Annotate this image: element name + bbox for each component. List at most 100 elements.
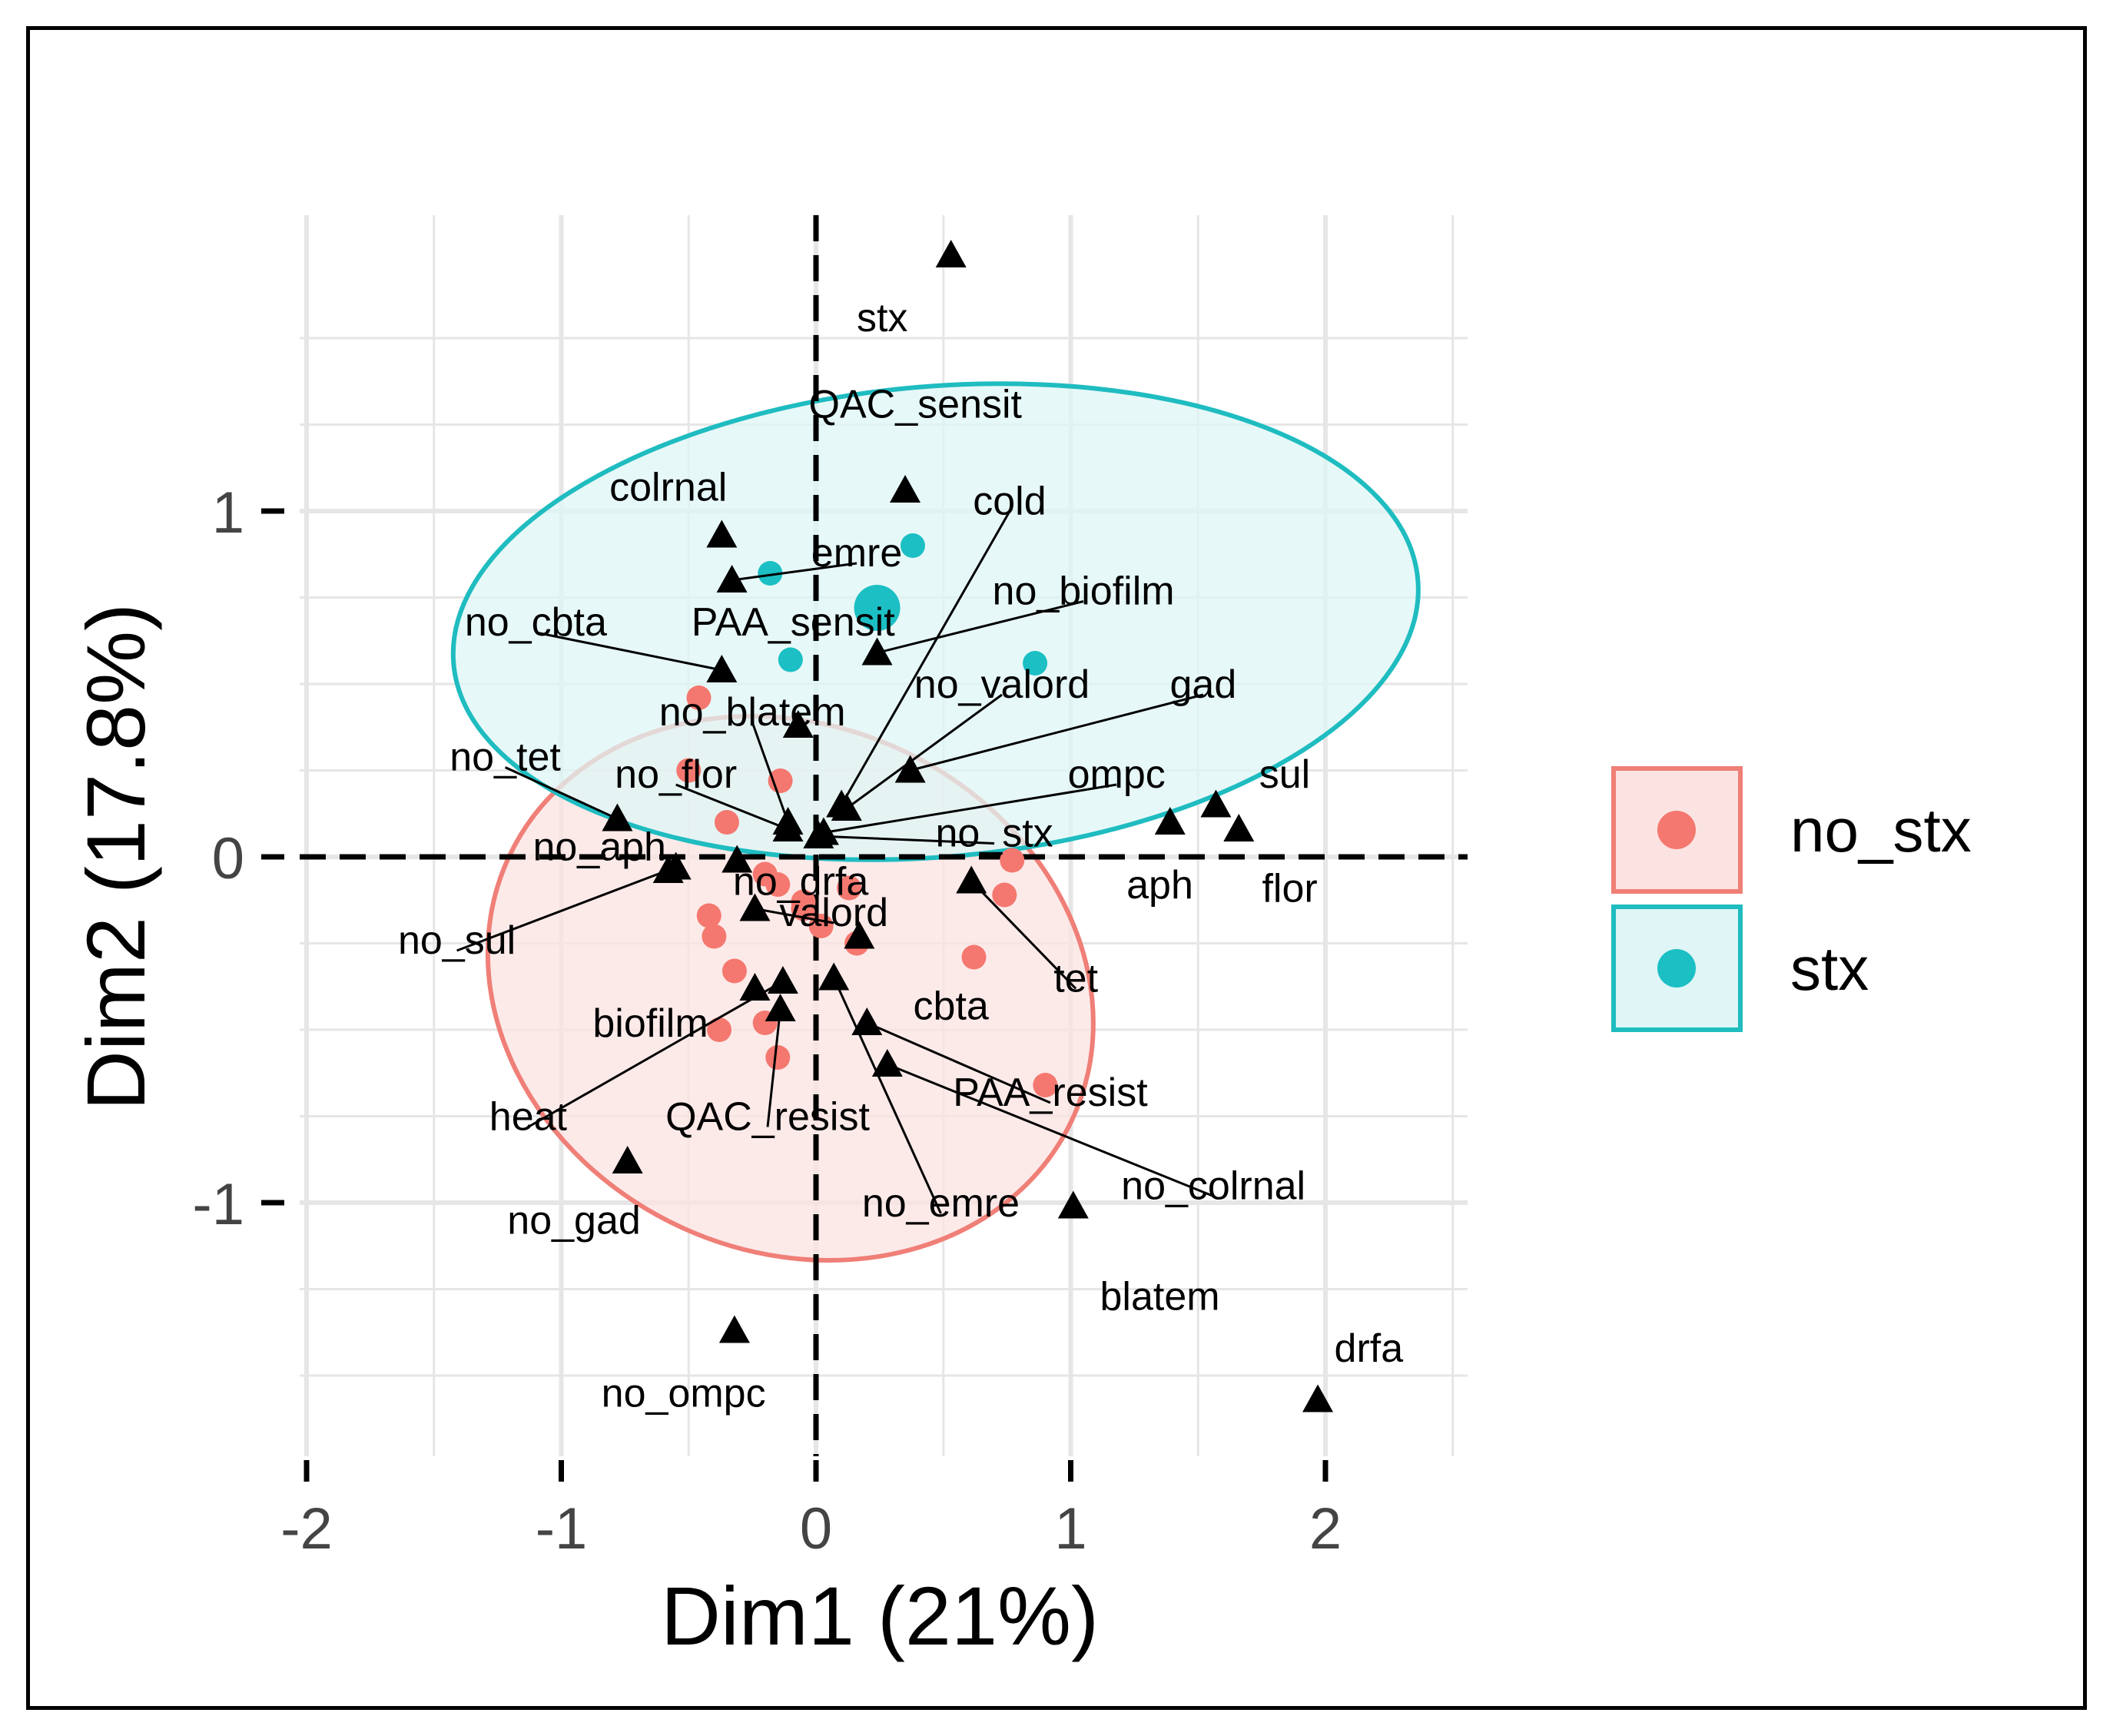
- variable-triangle: [739, 973, 771, 1001]
- point-no-stx: [676, 758, 702, 783]
- point-stx: [778, 647, 803, 672]
- centroid-stx: [854, 585, 901, 631]
- variable-label: colrnal: [609, 466, 727, 510]
- variable-label: no_emre: [862, 1181, 1020, 1226]
- point-no-stx: [768, 768, 793, 793]
- variable-label: heat: [489, 1095, 568, 1140]
- variable-triangle: [767, 966, 798, 994]
- label-connector: [456, 866, 677, 952]
- point-no-stx: [791, 896, 816, 921]
- variable-label: sul: [1259, 752, 1310, 797]
- variable-label: cbta: [914, 984, 989, 1029]
- point-stx: [1023, 651, 1048, 675]
- label-connector: [845, 693, 1003, 810]
- variable-triangles: [602, 240, 1334, 1412]
- label-connector: [751, 722, 789, 823]
- label-connector: [832, 977, 942, 1214]
- label-connector: [536, 631, 722, 672]
- variable-label: drfa: [1335, 1326, 1404, 1371]
- variable-label: QAC_resist: [665, 1095, 870, 1140]
- variable-label: no_aph: [532, 825, 666, 870]
- variable-triangle: [1223, 814, 1255, 841]
- variable-label: no_drfa: [733, 860, 868, 905]
- variable-label: no_blatem: [659, 690, 846, 735]
- variable-triangle: [782, 710, 814, 738]
- variable-label: emre: [811, 531, 902, 576]
- label-connector: [731, 562, 857, 582]
- variable-label: gad: [1169, 662, 1236, 707]
- point-no-stx: [765, 1045, 791, 1070]
- variable-triangle: [1154, 807, 1186, 835]
- variable-triangle: [818, 962, 850, 991]
- legend-point-no-stx: [1657, 811, 1696, 849]
- variable-triangle: [721, 845, 753, 873]
- point-no-stx: [696, 903, 721, 928]
- variable-triangle: [935, 240, 967, 267]
- variable-label: no_ompc: [602, 1372, 766, 1416]
- x-axis-title: Dim1 (21%): [661, 1569, 1099, 1662]
- label-connector: [887, 1063, 1214, 1197]
- variable-triangle: [1302, 1384, 1334, 1412]
- variable-triangle: [602, 803, 633, 831]
- point-no-stx: [837, 875, 862, 901]
- variable-label: no_biofilm: [993, 569, 1175, 614]
- label-connector: [970, 880, 1077, 990]
- variable-label: QAC_sensit: [809, 383, 1023, 427]
- variable-label: stx: [857, 296, 907, 340]
- label-connector: [840, 510, 1011, 806]
- variable-triangle: [803, 821, 834, 848]
- variable-triangle: [894, 755, 926, 783]
- variable-triangle: [851, 1007, 883, 1035]
- variable-triangle: [871, 1049, 903, 1077]
- label-connector: [818, 835, 995, 845]
- label-connector: [823, 783, 1117, 834]
- variable-label: no_cbta: [465, 600, 607, 645]
- label-connector: [504, 766, 619, 820]
- label-connector: [766, 1008, 782, 1127]
- point-no-stx: [1033, 1073, 1058, 1097]
- variable-label: PAA_sensit: [692, 600, 896, 645]
- variable-label: cold: [973, 480, 1046, 524]
- variable-label: aph: [1126, 863, 1193, 908]
- legend-point-stx: [1657, 949, 1696, 987]
- y-tick-label: 1: [212, 480, 244, 546]
- x-tick-label: 0: [800, 1496, 832, 1562]
- figure-frame: [26, 26, 2087, 1710]
- point-no-stx: [765, 872, 791, 897]
- variable-triangle: [706, 655, 738, 682]
- variable-triangle: [861, 637, 893, 666]
- variable-triangle: [1057, 1190, 1089, 1219]
- variable-triangle: [831, 793, 862, 821]
- point-no-stx: [961, 944, 987, 970]
- legend-label-stx: stx: [1790, 934, 1869, 1003]
- variable-label: no_sul: [398, 918, 516, 963]
- variable-label: no_colrnal: [1121, 1164, 1305, 1209]
- point-no-stx: [686, 685, 712, 710]
- label-connector: [910, 693, 1204, 772]
- axis-layer: -2 -1 0 1 2 -1 0 1: [192, 480, 1342, 1562]
- label-connector: [866, 1021, 1051, 1104]
- variable-label: no_flor: [615, 752, 737, 797]
- variable-label: valord: [779, 891, 888, 935]
- variable-triangle: [890, 475, 921, 503]
- point-no-stx: [992, 882, 1017, 908]
- variable-triangle: [772, 814, 804, 841]
- x-tick-label: -1: [536, 1496, 588, 1562]
- variable-triangle: [612, 1146, 643, 1173]
- x-tick-label: 1: [1054, 1496, 1086, 1562]
- variable-triangle: [739, 893, 771, 921]
- point-stx: [900, 533, 925, 558]
- x-tick-label: -2: [280, 1496, 333, 1562]
- y-tick-label: -1: [192, 1172, 244, 1237]
- variable-label: no_valord: [914, 662, 1090, 707]
- variable-triangle: [716, 565, 748, 592]
- variable-triangle: [718, 1315, 750, 1343]
- connector-layer: [456, 510, 1214, 1214]
- point-no-stx: [707, 1017, 732, 1042]
- variable-label: flor: [1262, 867, 1317, 911]
- variable-triangle: [660, 851, 692, 880]
- y-axis-title: Dim2 (17.8%): [69, 603, 162, 1110]
- point-no-stx: [714, 810, 739, 835]
